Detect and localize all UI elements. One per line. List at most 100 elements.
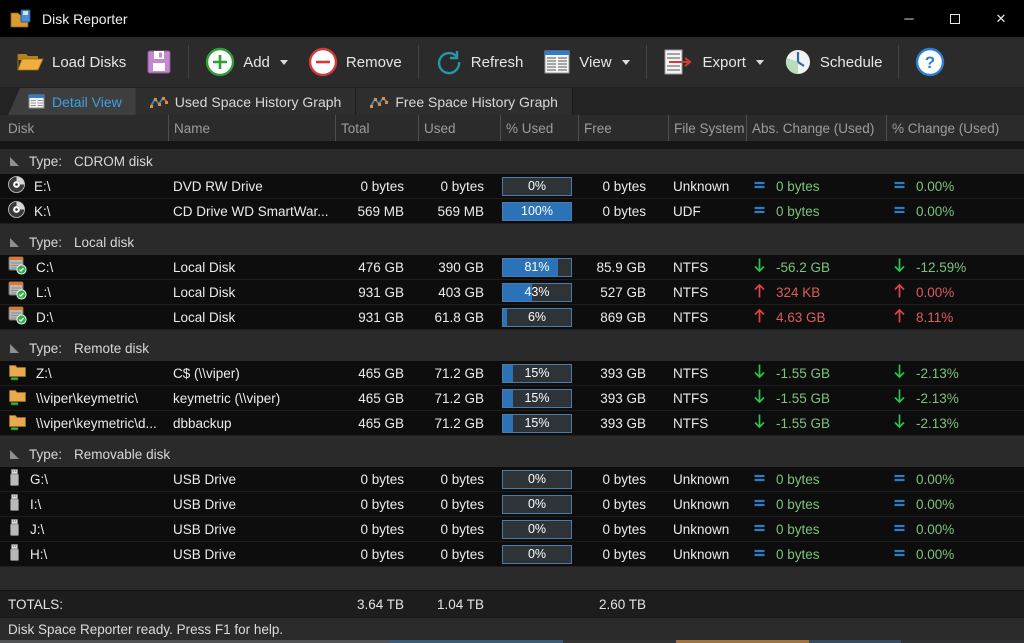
refresh-button[interactable]: Refresh bbox=[425, 42, 534, 82]
used-percent-bar: 43% bbox=[502, 282, 572, 302]
disk-row[interactable]: L:\ Local Disk 931 GB 403 GB 43% 527 GB NTFS 32… bbox=[0, 280, 1024, 305]
file-system: NTFS bbox=[673, 284, 709, 300]
column-header-abs-change[interactable]: Abs. Change (Used) bbox=[746, 115, 886, 141]
cd-disk-icon bbox=[8, 201, 25, 221]
totals-free: 2.60 TB bbox=[598, 596, 646, 612]
disk-used: 569 MB bbox=[437, 203, 484, 219]
used-percent-bar: 100% bbox=[502, 201, 572, 221]
disk-row[interactable]: E:\ DVD RW Drive 0 bytes 0 bytes 0% 0 bytes Un… bbox=[0, 174, 1024, 199]
add-button[interactable]: Add bbox=[195, 41, 298, 83]
file-system: NTFS bbox=[673, 259, 709, 275]
disk-row[interactable]: G:\ USB Drive 0 bytes 0 bytes 0% 0 bytes Unkno… bbox=[0, 467, 1024, 492]
pct-change-value: 0.00% bbox=[916, 471, 955, 487]
header-divider bbox=[0, 141, 1024, 149]
export-button[interactable]: Export bbox=[653, 43, 774, 81]
file-system: UDF bbox=[673, 203, 701, 219]
app-icon bbox=[10, 9, 31, 27]
disk-path: K:\ bbox=[34, 203, 51, 219]
group-type-label: Removable disk bbox=[74, 447, 171, 462]
disk-row[interactable]: \\viper\keymetric\d... dbbackup 465 GB 71.2… bbox=[0, 411, 1024, 436]
schedule-label: Schedule bbox=[819, 53, 883, 71]
column-header-total[interactable]: Total bbox=[335, 115, 418, 141]
export-icon bbox=[664, 49, 692, 75]
abs-change-value: 0 bytes bbox=[776, 496, 820, 512]
tab-detail-view[interactable]: Detail View bbox=[8, 88, 136, 115]
group-header-row[interactable]: Type: Removable disk bbox=[0, 442, 1024, 467]
used-percent-bar: 6% bbox=[502, 307, 572, 327]
view-button[interactable]: View bbox=[533, 43, 639, 81]
group-prefix: Type: bbox=[29, 235, 63, 250]
toolbar-separator bbox=[898, 45, 900, 79]
close-button[interactable]: ✕ bbox=[995, 10, 1007, 26]
abs-change-value: -1.55 GB bbox=[776, 415, 831, 431]
disk-free: 0 bytes bbox=[602, 203, 646, 219]
group-expand-triangle-icon[interactable] bbox=[10, 344, 19, 353]
disk-row[interactable]: Z:\ C$ (\\viper) 465 GB 71.2 GB 15% 393 GB NTF… bbox=[0, 361, 1024, 386]
disk-total: 0 bytes bbox=[360, 471, 404, 487]
disk-total: 0 bytes bbox=[360, 546, 404, 562]
no-change-equals-icon bbox=[892, 203, 907, 220]
column-header-file-system[interactable]: File System bbox=[668, 115, 746, 141]
disk-row[interactable]: I:\ USB Drive 0 bytes 0 bytes 0% 0 bytes Unkno… bbox=[0, 492, 1024, 517]
disk-used: 0 bytes bbox=[440, 496, 484, 512]
column-header-free[interactable]: Free bbox=[578, 115, 668, 141]
disk-row[interactable]: K:\ CD Drive WD SmartWar... 569 MB 569 MB 10… bbox=[0, 199, 1024, 224]
grid-body: Type: CDROM disk E:\ DVD RW Drive 0 bytes 0 b… bbox=[0, 149, 1024, 590]
column-header-pct-change[interactable]: % Change (Used) bbox=[886, 115, 1024, 141]
disk-path: \\viper\keymetric\d... bbox=[36, 415, 157, 431]
maximize-button[interactable] bbox=[932, 0, 978, 37]
table-view-icon bbox=[544, 50, 570, 74]
help-button[interactable]: ? bbox=[905, 41, 955, 83]
local-disk-icon bbox=[8, 256, 27, 278]
used-percent-label: 43% bbox=[524, 285, 550, 299]
export-dropdown-caret-icon bbox=[755, 59, 764, 65]
line-graph-tab-icon bbox=[370, 96, 389, 108]
disk-total: 465 GB bbox=[358, 365, 404, 381]
no-change-equals-icon bbox=[752, 471, 767, 488]
tab-free-space-history-graph[interactable]: Free Space History Graph bbox=[356, 88, 573, 115]
local-disk-icon bbox=[8, 281, 27, 303]
load-disks-button[interactable]: Load Disks bbox=[6, 44, 136, 80]
group-expand-triangle-icon[interactable] bbox=[10, 238, 19, 247]
file-system: Unknown bbox=[673, 471, 730, 487]
change-down-arrow-icon bbox=[892, 363, 907, 383]
remove-button[interactable]: Remove bbox=[298, 41, 412, 83]
disk-used: 0 bytes bbox=[440, 521, 484, 537]
group-header-row[interactable]: Type: Local disk bbox=[0, 230, 1024, 255]
used-percent-bar: 15% bbox=[502, 413, 572, 433]
disk-used: 0 bytes bbox=[440, 178, 484, 194]
totals-used: 1.04 TB bbox=[436, 596, 484, 612]
group-header-row[interactable]: Type: Remote disk bbox=[0, 336, 1024, 361]
disk-row[interactable]: \\viper\keymetric\ keymetric (\\viper) 465… bbox=[0, 386, 1024, 411]
used-percent-label: 0% bbox=[527, 472, 547, 486]
disk-total: 0 bytes bbox=[360, 178, 404, 194]
column-header-disk[interactable]: Disk bbox=[8, 120, 35, 136]
svg-text:?: ? bbox=[925, 53, 935, 72]
group-expand-triangle-icon[interactable] bbox=[10, 157, 19, 166]
column-header-name[interactable]: Name bbox=[168, 115, 335, 141]
used-percent-bar: 0% bbox=[502, 469, 572, 489]
usb-drive-icon bbox=[8, 518, 21, 540]
pct-change-value: -2.13% bbox=[916, 390, 959, 406]
column-header-used[interactable]: Used bbox=[418, 115, 500, 141]
no-change-equals-icon bbox=[892, 546, 907, 563]
disk-free: 0 bytes bbox=[602, 471, 646, 487]
group-header-row[interactable]: Type: CDROM disk bbox=[0, 149, 1024, 174]
abs-change-value: 0 bytes bbox=[776, 203, 820, 219]
disk-name: CD Drive WD SmartWar... bbox=[173, 203, 329, 219]
add-dropdown-caret-icon bbox=[279, 59, 288, 65]
group-expand-triangle-icon[interactable] bbox=[10, 450, 19, 459]
disk-row[interactable]: C:\ Local Disk 476 GB 390 GB 81% 85.9 GB NTFS -… bbox=[0, 255, 1024, 280]
disk-row[interactable]: D:\ Local Disk 931 GB 61.8 GB 6% 869 GB NTFS 4.… bbox=[0, 305, 1024, 330]
tab-label: Free Space History Graph bbox=[395, 93, 558, 110]
disk-row[interactable]: J:\ USB Drive 0 bytes 0 bytes 0% 0 bytes Unkno… bbox=[0, 517, 1024, 542]
disk-name: Local Disk bbox=[173, 259, 236, 275]
schedule-button[interactable]: Schedule bbox=[774, 42, 893, 82]
disk-row[interactable]: H:\ USB Drive 0 bytes 0 bytes 0% 0 bytes Unkno… bbox=[0, 542, 1024, 567]
tab-used-space-history-graph[interactable]: Used Space History Graph bbox=[135, 88, 357, 115]
minimize-button[interactable]: ─ bbox=[904, 11, 914, 26]
open-folder-icon bbox=[17, 54, 44, 71]
save-button[interactable] bbox=[136, 43, 182, 81]
column-header-pct-used[interactable]: % Used bbox=[500, 115, 578, 141]
totals-total: 3.64 TB bbox=[356, 596, 404, 612]
